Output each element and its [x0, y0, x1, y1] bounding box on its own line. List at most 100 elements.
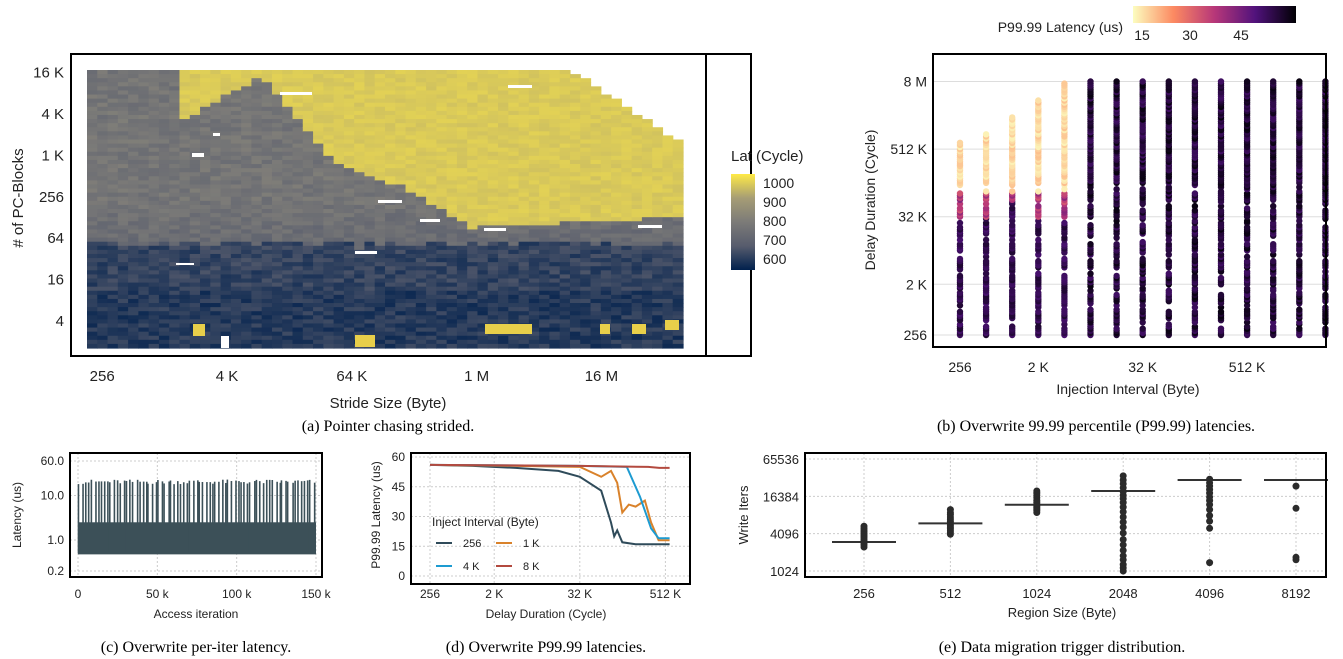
heatmap-cell [313, 270, 324, 276]
heatmap-cell [189, 335, 201, 341]
heatmap-cell [117, 213, 129, 218]
heatmap-cell [148, 282, 160, 288]
heatmap-cell [446, 298, 458, 304]
heatmap-cell [189, 319, 201, 325]
heatmap-cell [456, 114, 468, 120]
heatmap-cell [364, 127, 376, 132]
heatmap-cell [333, 127, 345, 132]
heatmap-cell [436, 290, 448, 296]
heatmap-cell [662, 307, 674, 312]
heatmap-cell [631, 151, 643, 157]
heatmap-cell [508, 135, 520, 141]
heatmap-cell [354, 209, 366, 214]
heatmap-cell [333, 225, 345, 231]
heatmap-cell [662, 155, 674, 161]
heatmap-cell [498, 233, 509, 239]
heatmap-cell [621, 135, 633, 141]
heatmap-cell [569, 274, 581, 280]
heatmap-cell [282, 151, 294, 157]
heatmap-cell [487, 172, 499, 177]
heatmap-cell [189, 119, 201, 124]
heatmap-cell [446, 74, 458, 79]
heatmap-cell [302, 331, 314, 337]
heatmap-cell [354, 323, 366, 329]
heatmap-cell [395, 139, 407, 145]
heatmap-cell [415, 119, 427, 124]
heatmap-cell [189, 245, 201, 251]
heatmap-cell [220, 110, 232, 116]
heatmap-cell [662, 168, 674, 173]
heatmap-cell [261, 188, 273, 194]
heatmap-cell [477, 102, 489, 108]
heatmap-cell [528, 106, 540, 112]
heatmap-cell [292, 131, 304, 137]
heatmap-cell [158, 114, 170, 120]
heatmap-cell [374, 229, 386, 235]
heatmap-cell [148, 290, 160, 296]
heatmap-cell [128, 233, 139, 239]
heatmap-cell [631, 184, 643, 190]
heatmap-cell [672, 290, 684, 296]
heatmap-cell [128, 98, 139, 104]
heatmap-cell [446, 70, 458, 75]
heatmap-cell [251, 180, 263, 186]
heatmap-cell [354, 119, 366, 124]
heatmap-cell [498, 196, 509, 202]
heatmap-cell [374, 307, 386, 312]
heatmap-cell [148, 127, 160, 132]
data-point [1035, 188, 1042, 195]
heatmap-cell [313, 102, 324, 108]
heatmap-cell [158, 139, 170, 145]
heatmap-cell [415, 249, 427, 255]
heatmap-cell [271, 249, 283, 255]
heatmap-cell [128, 270, 139, 276]
heatmap-cell [539, 172, 551, 177]
heatmap-cell [128, 294, 139, 300]
heatmap-cell [641, 188, 653, 194]
heatmap-cell [631, 241, 643, 247]
heatmap-cell [539, 200, 551, 206]
heatmap-cell [282, 74, 294, 79]
heatmap-cell [343, 200, 355, 206]
heatmap-cell [600, 278, 612, 284]
heatmap-cell [148, 253, 160, 259]
heatmap-cell [662, 147, 674, 153]
heatmap-cell [323, 188, 335, 194]
heatmap-cell [395, 323, 407, 329]
heatmap-cell [436, 119, 448, 124]
heatmap-cell [210, 106, 222, 112]
heatmap-cell [436, 307, 448, 312]
heatmap-cell [569, 180, 581, 186]
heatmap-cell [518, 315, 530, 320]
heatmap-cell [313, 196, 324, 202]
heatmap-cell [117, 221, 129, 226]
heatmap-cell [158, 213, 170, 218]
heatmap-cell [395, 229, 407, 235]
heatmap-cell [158, 217, 170, 222]
heatmap-cell [405, 200, 417, 206]
heatmap-cell [518, 204, 530, 210]
heatmap-cell [200, 319, 211, 325]
heatmap-cell [569, 131, 581, 137]
heatmap-cell [107, 196, 119, 202]
heatmap-cell [539, 135, 551, 141]
heatmap-cell [261, 106, 273, 112]
heatmap-cell [405, 315, 417, 320]
heatmap-cell [302, 180, 314, 186]
heatmap-cell [385, 315, 396, 320]
heatmap-cell [374, 245, 386, 251]
heatmap-cell [662, 258, 674, 263]
heatmap-cell [251, 307, 263, 312]
heatmap-cell [518, 90, 530, 96]
heatmap-cell [559, 86, 571, 92]
heatmap-cell [271, 327, 283, 333]
heatmap-cell [385, 82, 396, 87]
plot-bg [933, 54, 1326, 347]
heatmap-cell [385, 139, 396, 145]
heatmap-cell [169, 315, 181, 320]
heatmap-cell [395, 249, 407, 255]
heatmap-cell [549, 127, 561, 132]
heatmap-cell [672, 237, 684, 243]
heatmap-cell [364, 298, 376, 304]
heatmap-cell [241, 192, 253, 198]
